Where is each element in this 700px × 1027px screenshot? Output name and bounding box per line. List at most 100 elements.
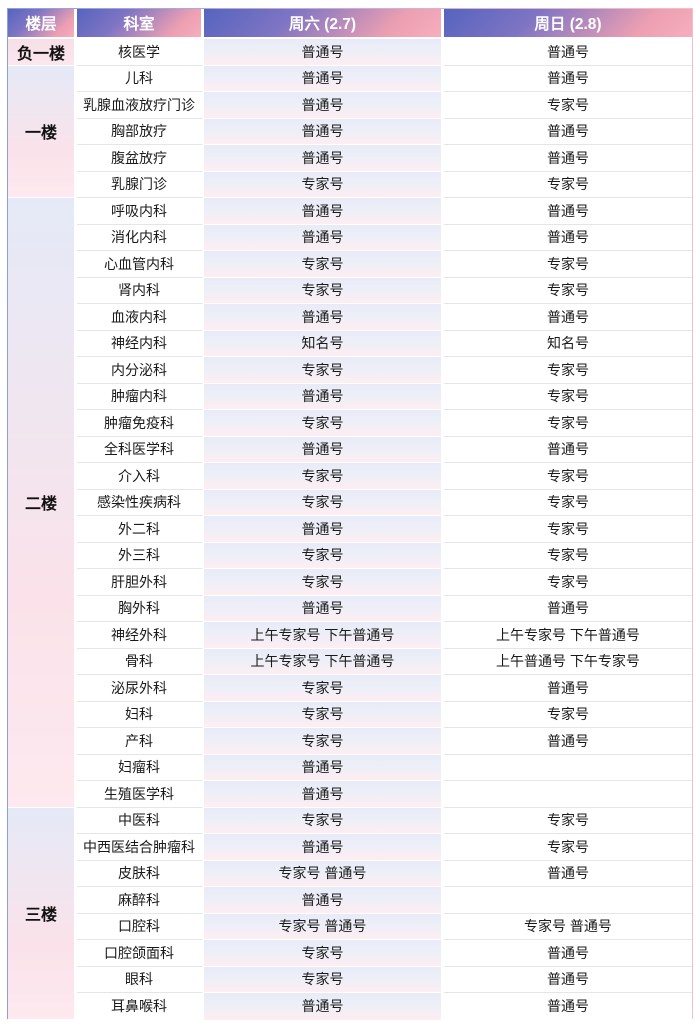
saturday-cell: 普通号	[204, 516, 444, 543]
sunday-cell: 专家号	[444, 383, 692, 410]
table-row: 全科医学科 普通号 普通号	[8, 436, 692, 463]
table-row: 骨科 上午专家号 下午普通号 上午普通号 下午专家号	[8, 648, 692, 675]
department-cell: 神经外科	[77, 622, 204, 649]
department-cell: 中医科	[77, 807, 204, 834]
sunday-cell: 专家号	[444, 277, 692, 304]
department-cell: 外三科	[77, 542, 204, 569]
saturday-cell: 专家号	[204, 277, 444, 304]
department-cell: 眼科	[77, 966, 204, 993]
department-cell: 耳鼻喉科	[77, 993, 204, 1020]
sunday-cell: 上午专家号 下午普通号	[444, 622, 692, 649]
department-cell: 感染性疾病科	[77, 489, 204, 516]
table-row: 二楼 呼吸内科 普通号 普通号	[8, 198, 692, 808]
sunday-cell: 普通号	[444, 65, 692, 92]
sunday-cell: 普通号	[444, 595, 692, 622]
sunday-cell	[444, 754, 692, 781]
sunday-cell: 专家号	[444, 171, 692, 198]
sunday-cell	[444, 887, 692, 914]
schedule-table-frame: 楼层 科室 周六 (2.7) 周日 (2.8) 负一楼 核医学 普通号 普通号 一楼 儿科…	[7, 8, 693, 1020]
sunday-cell: 普通号	[444, 224, 692, 251]
department-cell: 乳腺血液放疗门诊	[77, 92, 204, 119]
sunday-cell: 专家号	[444, 357, 692, 384]
sunday-cell: 专家号	[444, 489, 692, 516]
saturday-cell: 普通号	[204, 595, 444, 622]
sunday-cell: 专家号	[444, 542, 692, 569]
department-cell: 核医学	[77, 39, 204, 66]
header-saturday: 周六 (2.7)	[204, 9, 444, 39]
department-cell: 生殖医学科	[77, 781, 204, 808]
table-row: 肾内科 专家号 专家号	[8, 277, 692, 304]
department-cell: 介入科	[77, 463, 204, 490]
saturday-cell: 普通号	[204, 118, 444, 145]
saturday-cell: 普通号	[204, 834, 444, 861]
header-sunday: 周日 (2.8)	[444, 9, 692, 39]
department-cell: 神经内科	[77, 330, 204, 357]
floor-cell: 一楼	[8, 65, 77, 198]
sunday-cell: 普通号	[444, 728, 692, 755]
saturday-cell: 普通号	[204, 198, 444, 225]
department-cell: 内分泌科	[77, 357, 204, 384]
table-row: 产科 专家号 普通号	[8, 728, 692, 755]
saturday-cell: 专家号	[204, 463, 444, 490]
saturday-cell: 上午专家号 下午普通号	[204, 648, 444, 675]
table-row: 中西医结合肿瘤科 普通号 专家号	[8, 834, 692, 861]
saturday-cell: 专家号 普通号	[204, 913, 444, 940]
table-row: 肿瘤免疫科 专家号 专家号	[8, 410, 692, 437]
department-cell: 妇瘤科	[77, 754, 204, 781]
department-cell: 皮肤科	[77, 860, 204, 887]
department-cell: 妇科	[77, 701, 204, 728]
table-row: 腹盆放疗 普通号 普通号	[8, 145, 692, 172]
department-cell: 血液内科	[77, 304, 204, 331]
table-row: 负一楼 核医学 普通号 普通号	[8, 39, 692, 66]
table-row: 一楼 儿科 普通号 普通号	[8, 65, 692, 198]
table-row: 生殖医学科 普通号	[8, 781, 692, 808]
department-cell: 外二科	[77, 516, 204, 543]
sunday-cell: 普通号	[444, 675, 692, 702]
table-row: 口腔科 专家号 普通号 专家号 普通号	[8, 913, 692, 940]
table-row: 口腔颌面科 专家号 普通号	[8, 940, 692, 967]
hospital-schedule-table: 楼层 科室 周六 (2.7) 周日 (2.8) 负一楼 核医学 普通号 普通号 一楼 儿科…	[8, 9, 692, 1020]
saturday-cell: 普通号	[204, 65, 444, 92]
sunday-cell: 普通号	[444, 436, 692, 463]
saturday-cell: 上午专家号 下午普通号	[204, 622, 444, 649]
table-row: 神经内科 知名号 知名号	[8, 330, 692, 357]
table-row: 内分泌科 专家号 专家号	[8, 357, 692, 384]
department-cell: 肾内科	[77, 277, 204, 304]
table-row: 心血管内科 专家号 专家号	[8, 251, 692, 278]
saturday-cell: 专家号	[204, 489, 444, 516]
table-row: 胸外科 普通号 普通号	[8, 595, 692, 622]
table-row: 乳腺门诊 专家号 专家号	[8, 171, 692, 198]
saturday-cell: 普通号	[204, 39, 444, 66]
table-row: 麻醉科 普通号	[8, 887, 692, 914]
saturday-cell: 专家号	[204, 807, 444, 834]
header-floor: 楼层	[8, 9, 77, 39]
sunday-cell: 普通号	[444, 198, 692, 225]
sunday-cell: 专家号	[444, 516, 692, 543]
saturday-cell: 专家号	[204, 357, 444, 384]
table-row: 感染性疾病科 专家号 专家号	[8, 489, 692, 516]
sunday-cell: 专家号 普通号	[444, 913, 692, 940]
department-cell: 麻醉科	[77, 887, 204, 914]
table-row: 泌尿外科 专家号 普通号	[8, 675, 692, 702]
sunday-cell: 专家号	[444, 251, 692, 278]
table-row: 皮肤科 专家号 普通号 普通号	[8, 860, 692, 887]
sunday-cell: 专家号	[444, 834, 692, 861]
table-row: 介入科 专家号 专家号	[8, 463, 692, 490]
table-row: 肿瘤内科 普通号 专家号	[8, 383, 692, 410]
sunday-cell: 知名号	[444, 330, 692, 357]
department-cell: 儿科	[77, 65, 204, 92]
saturday-cell: 专家号	[204, 251, 444, 278]
table-row: 三楼 中医科 专家号 专家号	[8, 807, 692, 1020]
department-cell: 乳腺门诊	[77, 171, 204, 198]
table-row: 眼科 专家号 普通号	[8, 966, 692, 993]
table-row: 妇科 专家号 专家号	[8, 701, 692, 728]
header-department: 科室	[77, 9, 204, 39]
sunday-cell	[444, 781, 692, 808]
saturday-cell: 普通号	[204, 304, 444, 331]
table-row: 耳鼻喉科 普通号 普通号	[8, 993, 692, 1020]
saturday-cell: 普通号	[204, 436, 444, 463]
saturday-cell: 专家号 普通号	[204, 860, 444, 887]
saturday-cell: 普通号	[204, 92, 444, 119]
department-cell: 心血管内科	[77, 251, 204, 278]
sunday-cell: 普通号	[444, 966, 692, 993]
